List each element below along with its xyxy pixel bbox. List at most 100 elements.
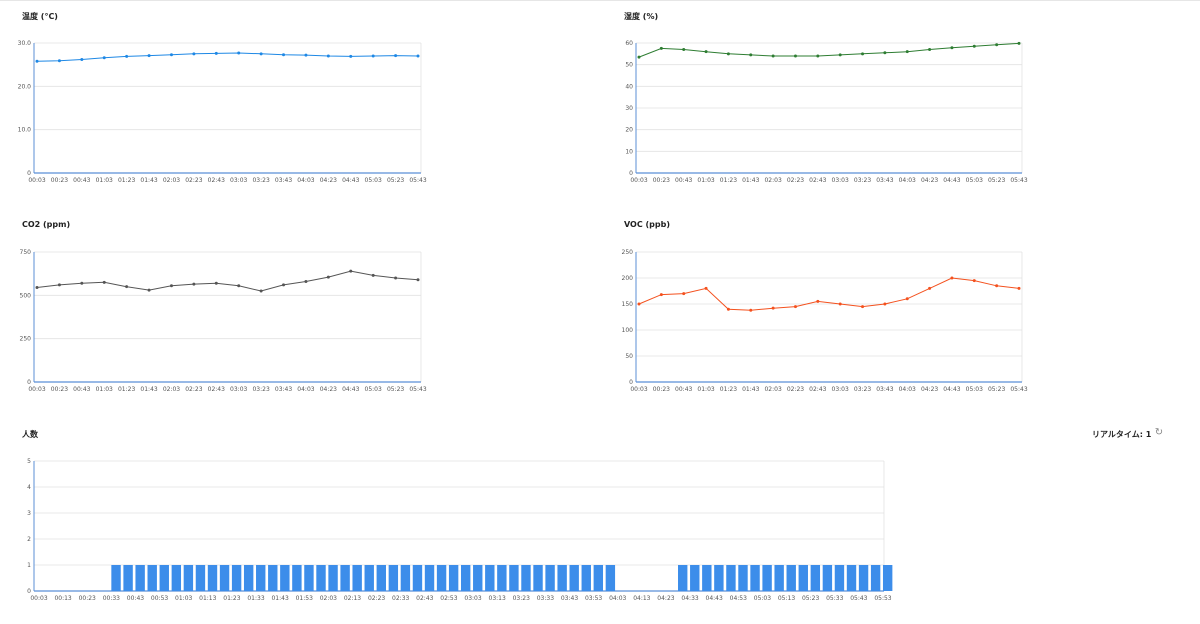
x-tick-label: 01:53 xyxy=(296,595,313,602)
y-tick-label: 0 xyxy=(27,379,31,386)
x-tick-label: 02:03 xyxy=(320,595,337,602)
data-point xyxy=(102,56,106,60)
x-tick-label: 01:13 xyxy=(199,595,216,602)
data-point xyxy=(102,280,106,284)
x-tick-label: 01:43 xyxy=(140,386,157,393)
x-tick-label: 03:33 xyxy=(537,595,554,602)
y-tick-label: 10.0 xyxy=(18,127,32,134)
x-tick-label: 04:43 xyxy=(342,177,359,184)
x-tick-label: 04:23 xyxy=(921,177,938,184)
data-point xyxy=(682,48,686,51)
bar xyxy=(569,565,579,591)
x-tick-label: 04:23 xyxy=(320,386,337,393)
bar xyxy=(280,565,290,591)
bar xyxy=(243,565,254,591)
data-point xyxy=(995,284,999,288)
bar xyxy=(497,565,507,591)
bar xyxy=(292,565,302,591)
x-tick-label: 04:43 xyxy=(342,386,359,393)
data-point xyxy=(371,273,375,277)
y-tick-label: 50 xyxy=(625,62,633,69)
data-point xyxy=(326,275,330,279)
x-tick-label: 05:03 xyxy=(365,386,382,393)
x-tick-label: 02:43 xyxy=(208,386,225,393)
y-tick-label: 60 xyxy=(625,40,633,47)
bar xyxy=(557,565,567,591)
x-tick-label: 04:43 xyxy=(706,595,723,602)
x-tick-label: 00:43 xyxy=(127,595,144,602)
data-point xyxy=(637,55,641,59)
bar xyxy=(352,565,362,591)
data-point xyxy=(726,307,730,311)
bar xyxy=(364,565,374,591)
x-tick-label: 01:03 xyxy=(697,177,714,184)
data-point xyxy=(861,52,865,56)
data-point xyxy=(704,286,708,290)
x-tick-label: 04:43 xyxy=(943,177,960,184)
x-tick-label: 01:43 xyxy=(140,177,157,184)
data-point xyxy=(80,281,84,285)
y-tick-label: 20.0 xyxy=(18,83,32,90)
y-tick-label: 5 xyxy=(27,458,31,465)
x-tick-label: 00:43 xyxy=(73,386,90,393)
x-tick-label: 04:03 xyxy=(297,177,314,184)
y-tick-label: 30 xyxy=(625,105,633,112)
x-tick-label: 02:23 xyxy=(368,595,385,602)
x-tick-label: 01:23 xyxy=(118,177,135,184)
x-tick-label: 03:23 xyxy=(513,595,530,602)
bar xyxy=(135,565,145,591)
x-tick-label: 04:03 xyxy=(609,595,626,602)
bar xyxy=(762,565,772,591)
refresh-icon[interactable]: ↻ xyxy=(1154,427,1164,438)
data-point xyxy=(637,302,641,306)
x-tick-label: 04:33 xyxy=(681,595,698,602)
x-tick-label: 05:23 xyxy=(387,386,404,393)
y-tick-label: 150 xyxy=(622,301,634,308)
humidity-chart: 0 10 20 30 40 50 60 00:03 00:23 00:43 01:03 01:23 01… xyxy=(625,40,1027,184)
x-tick-label: 02:43 xyxy=(809,177,826,184)
bar xyxy=(183,565,194,591)
data-point xyxy=(726,52,730,56)
x-tick-label: 01:03 xyxy=(96,177,113,184)
bar xyxy=(798,565,808,591)
bar xyxy=(786,565,796,591)
data-point xyxy=(659,46,663,50)
data-point xyxy=(125,285,129,289)
bar xyxy=(147,565,157,591)
data-point xyxy=(659,293,663,297)
y-tick-label: 0 xyxy=(629,170,633,177)
x-tick-label: 00:13 xyxy=(54,595,71,602)
bar xyxy=(750,565,760,591)
data-point xyxy=(793,54,797,58)
bar xyxy=(388,565,399,591)
x-tick-label: 00:43 xyxy=(675,177,692,184)
realtime-count: リアルタイム: 1 xyxy=(1092,430,1152,439)
bar xyxy=(123,565,133,591)
co2-chart: 0 250 500 750 00:03 00:23 00:43 01:03 01:23 01:43… xyxy=(20,249,427,393)
x-tick-label: 00:23 xyxy=(51,177,68,184)
x-tick-label: 02:13 xyxy=(344,595,361,602)
x-tick-label: 02:33 xyxy=(392,595,409,602)
y-tick-label: 10 xyxy=(625,148,633,155)
x-tick-label: 00:23 xyxy=(653,386,670,393)
data-point xyxy=(749,308,753,312)
x-tick-label: 00:43 xyxy=(675,386,692,393)
bar xyxy=(882,565,893,591)
x-tick-label: 05:03 xyxy=(365,177,382,184)
y-tick-label: 500 xyxy=(20,292,32,299)
x-tick-label: 02:03 xyxy=(163,177,180,184)
series-line xyxy=(36,270,419,292)
x-tick-label: 03:43 xyxy=(876,386,893,393)
data-point xyxy=(259,52,263,56)
x-tick-label: 03:23 xyxy=(252,177,269,184)
bar xyxy=(870,565,881,591)
y-tick-label: 0 xyxy=(27,588,31,595)
y-tick-label: 200 xyxy=(622,275,634,282)
x-tick-label: 02:53 xyxy=(440,595,457,602)
data-point xyxy=(950,276,954,280)
x-tick-label: 00:33 xyxy=(103,595,120,602)
bar xyxy=(702,565,712,591)
bar xyxy=(111,565,121,591)
x-tick-label: 03:43 xyxy=(876,177,893,184)
x-tick-label: 05:43 xyxy=(1010,177,1027,184)
